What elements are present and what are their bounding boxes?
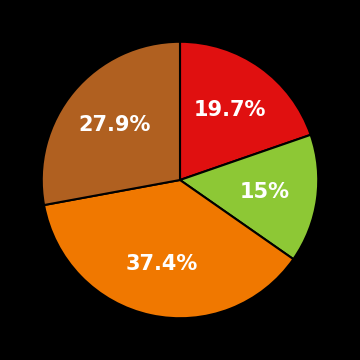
- Text: 19.7%: 19.7%: [194, 100, 266, 120]
- Text: 27.9%: 27.9%: [78, 115, 150, 135]
- Text: 15%: 15%: [240, 182, 290, 202]
- Wedge shape: [180, 135, 318, 259]
- Wedge shape: [42, 42, 180, 205]
- Text: 37.4%: 37.4%: [126, 254, 198, 274]
- Wedge shape: [180, 42, 311, 180]
- Wedge shape: [44, 180, 293, 318]
